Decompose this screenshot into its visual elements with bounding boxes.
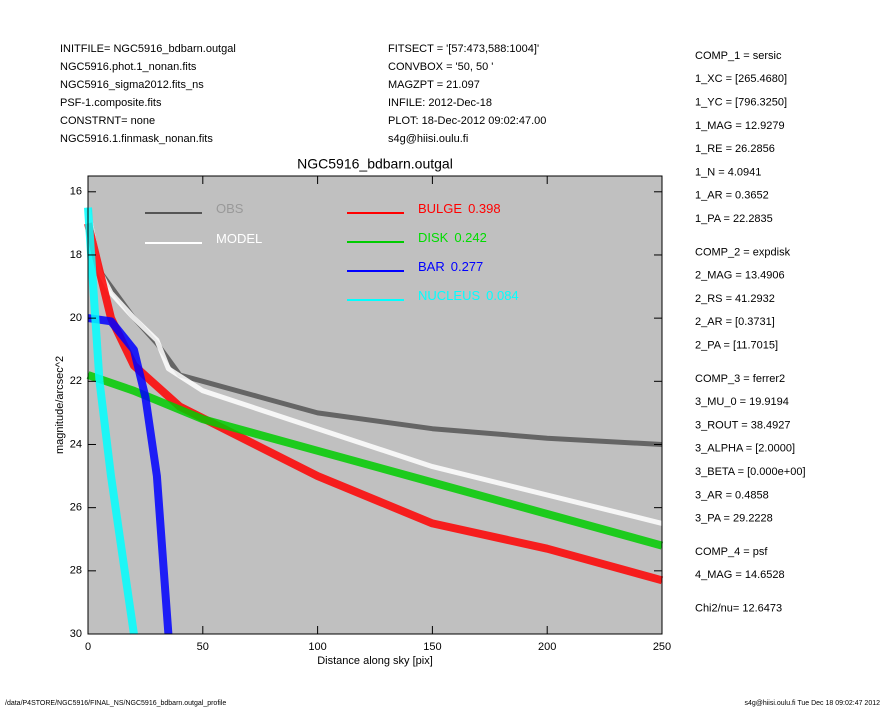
legend-label: BAR 0.277 xyxy=(418,259,483,274)
header-line: NGC5916_sigma2012.fits_ns xyxy=(60,79,204,91)
param-line: COMP_2 = expdisk xyxy=(695,246,791,258)
param-line: 1_YC = [796.3250] xyxy=(695,97,787,109)
header-line: INFILE: 2012-Dec-18 xyxy=(388,97,492,109)
header-line: INITFILE= NGC5916_bdbarn.outgal xyxy=(60,43,236,55)
param-line: 1_PA = 22.2835 xyxy=(695,213,773,225)
param-line: COMP_4 = psf xyxy=(695,546,768,558)
param-line: 3_ALPHA = [2.0000] xyxy=(695,443,795,455)
x-tick-label: 100 xyxy=(308,641,326,653)
param-line: 1_AR = 0.3652 xyxy=(695,190,769,202)
y-tick-label: 28 xyxy=(70,565,82,577)
header-line: NGC5916.1.finmask_nonan.fits xyxy=(60,133,213,145)
y-tick-label: 26 xyxy=(70,502,82,514)
param-line: 2_RS = 41.2932 xyxy=(695,293,775,305)
param-line: 4_MAG = 14.6528 xyxy=(695,569,785,581)
param-line: 3_BETA = [0.000e+00] xyxy=(695,466,806,478)
param-line: 3_ROUT = 38.4927 xyxy=(695,419,791,431)
footer-stamp: s4g@hiisi.oulu.fi Tue Dec 18 09:02:47 20… xyxy=(744,700,880,707)
chart-title: NGC5916_bdbarn.outgal xyxy=(297,156,453,172)
param-line: COMP_3 = ferrer2 xyxy=(695,373,785,385)
y-tick-label: 24 xyxy=(70,438,82,450)
x-tick-label: 0 xyxy=(85,641,91,653)
header-line: PSF-1.composite.fits xyxy=(60,97,162,109)
legend-fraction: 0.398 xyxy=(468,201,501,216)
x-tick-label: 250 xyxy=(653,641,671,653)
header-line: s4g@hiisi.oulu.fi xyxy=(388,133,468,145)
param-line: 2_MAG = 13.4906 xyxy=(695,270,785,282)
series-line xyxy=(86,371,664,550)
param-line: 2_PA = [11.7015] xyxy=(695,340,778,352)
plot-frame xyxy=(87,175,663,635)
legend-label: MODEL xyxy=(216,231,262,246)
legend-name: DISK xyxy=(418,230,449,245)
y-tick-label: 22 xyxy=(70,375,82,387)
header-line: NGC5916.phot.1_nonan.fits xyxy=(60,61,197,73)
legend-label: NUCLEUS 0.084 xyxy=(418,288,519,303)
header-line: CONVBOX = '50, 50 ' xyxy=(388,61,493,73)
x-axis-label: Distance along sky [pix] xyxy=(317,655,433,667)
legend-name: OBS xyxy=(216,201,244,216)
legend-fraction: 0.242 xyxy=(454,230,487,245)
param-line: COMP_1 = sersic xyxy=(695,50,782,62)
series-line xyxy=(87,314,173,635)
param-line: Chi2/nu= 12.6473 xyxy=(695,603,782,615)
series-line xyxy=(84,207,138,635)
legend-label: BULGE 0.398 xyxy=(418,201,501,216)
legend-name: BULGE xyxy=(418,201,462,216)
legend-name: NUCLEUS xyxy=(418,288,480,303)
param-line: 2_AR = [0.3731] xyxy=(695,316,775,328)
param-line: 1_RE = 26.2856 xyxy=(695,143,775,155)
legend-label: DISK 0.242 xyxy=(418,230,487,245)
x-tick-label: 50 xyxy=(197,641,209,653)
legend-name: MODEL xyxy=(216,231,262,246)
param-line: 3_MU_0 = 19.9194 xyxy=(695,396,789,408)
param-line: 1_XC = [265.4680] xyxy=(695,73,787,85)
header-line: PLOT: 18-Dec-2012 09:02:47.00 xyxy=(388,115,546,127)
footer-path: /data/P4STORE/NGC5916/FINAL_NS/NGC5916_b… xyxy=(5,700,226,707)
y-tick-label: 16 xyxy=(70,186,82,198)
x-tick-label: 200 xyxy=(538,641,556,653)
y-tick-label: 20 xyxy=(70,312,82,324)
legend-name: BAR xyxy=(418,259,445,274)
param-line: 1_MAG = 12.9279 xyxy=(695,120,785,132)
legend-fraction: 0.277 xyxy=(451,259,484,274)
header-line: MAGZPT = 21.097 xyxy=(388,79,480,91)
y-tick-label: 30 xyxy=(70,628,82,640)
legend-fraction: 0.084 xyxy=(486,288,519,303)
y-axis-label: magnitude/arcsec^2 xyxy=(54,356,66,454)
header-line: FITSECT = '[57:473,588:1004]' xyxy=(388,43,539,55)
param-line: 3_PA = 29.2228 xyxy=(695,513,773,525)
x-tick-label: 150 xyxy=(423,641,441,653)
param-line: 3_AR = 0.4858 xyxy=(695,489,769,501)
y-tick-label: 18 xyxy=(70,249,82,261)
header-line: CONSTRNT= none xyxy=(60,115,155,127)
param-line: 1_N = 4.0941 xyxy=(695,166,761,178)
legend-label: OBS xyxy=(216,201,244,216)
